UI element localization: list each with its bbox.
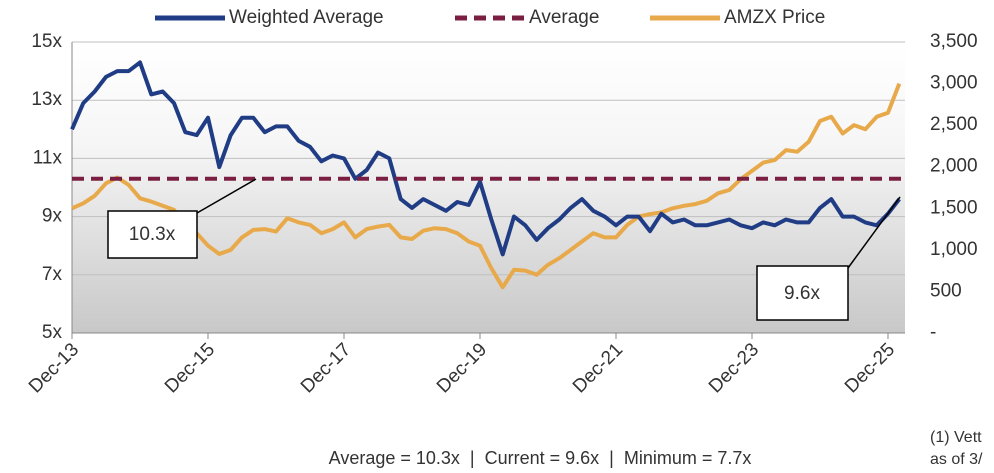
- y-tick-label: 15x: [31, 31, 62, 52]
- y-tick-label: 11x: [33, 147, 63, 168]
- x-tick-label: Dec-25: [841, 339, 899, 397]
- callout-1: 10.3x: [107, 178, 257, 259]
- y-tick-label: 13x: [31, 89, 62, 110]
- callout-line: [847, 196, 901, 269]
- y2-tick-label: 1,500: [930, 197, 978, 218]
- y-tick-label: 7x: [42, 264, 63, 285]
- footer: Average = 10.3x | Current = 9.6x | Minim…: [329, 448, 752, 468]
- callout-label: 9.6x: [784, 283, 820, 304]
- x-tick-label: Dec-17: [297, 339, 355, 397]
- x-tick-label: Dec-21: [569, 339, 627, 397]
- legend-label: Weighted Average: [229, 7, 384, 28]
- y2-tick-label: -: [930, 322, 936, 343]
- y-tick-label: 9x: [42, 206, 63, 227]
- x-tick-label: Dec-15: [161, 339, 219, 397]
- y2-tick-label: 1,000: [930, 239, 978, 260]
- x-tick-label: Dec-23: [705, 339, 763, 397]
- y-tick-label: 5x: [42, 322, 63, 343]
- x-tick-label: Dec-19: [433, 339, 491, 397]
- series-line: [71, 82, 902, 290]
- y2-tick-label: 2,000: [930, 156, 978, 177]
- callout-2: 9.6x: [756, 196, 901, 321]
- lines: [70, 60, 905, 290]
- legend-label: Average: [529, 7, 599, 28]
- legend-label: AMZX Price: [724, 7, 825, 28]
- y2-tick-label: 2,500: [930, 114, 978, 135]
- x-tick-label: Dec-13: [25, 339, 83, 397]
- callout-box: [107, 210, 198, 259]
- y2-tick-label: 3,500: [930, 31, 978, 52]
- footnote: as of 3/: [930, 451, 983, 468]
- series-line: [70, 60, 901, 257]
- footnote: (1) Vett: [930, 429, 982, 446]
- y2-tick-label: 500: [930, 280, 962, 301]
- callout-line: [196, 178, 257, 214]
- callout-label: 10.3x: [129, 224, 176, 245]
- y2-tick-label: 3,000: [930, 73, 978, 94]
- callout-box: [756, 265, 849, 321]
